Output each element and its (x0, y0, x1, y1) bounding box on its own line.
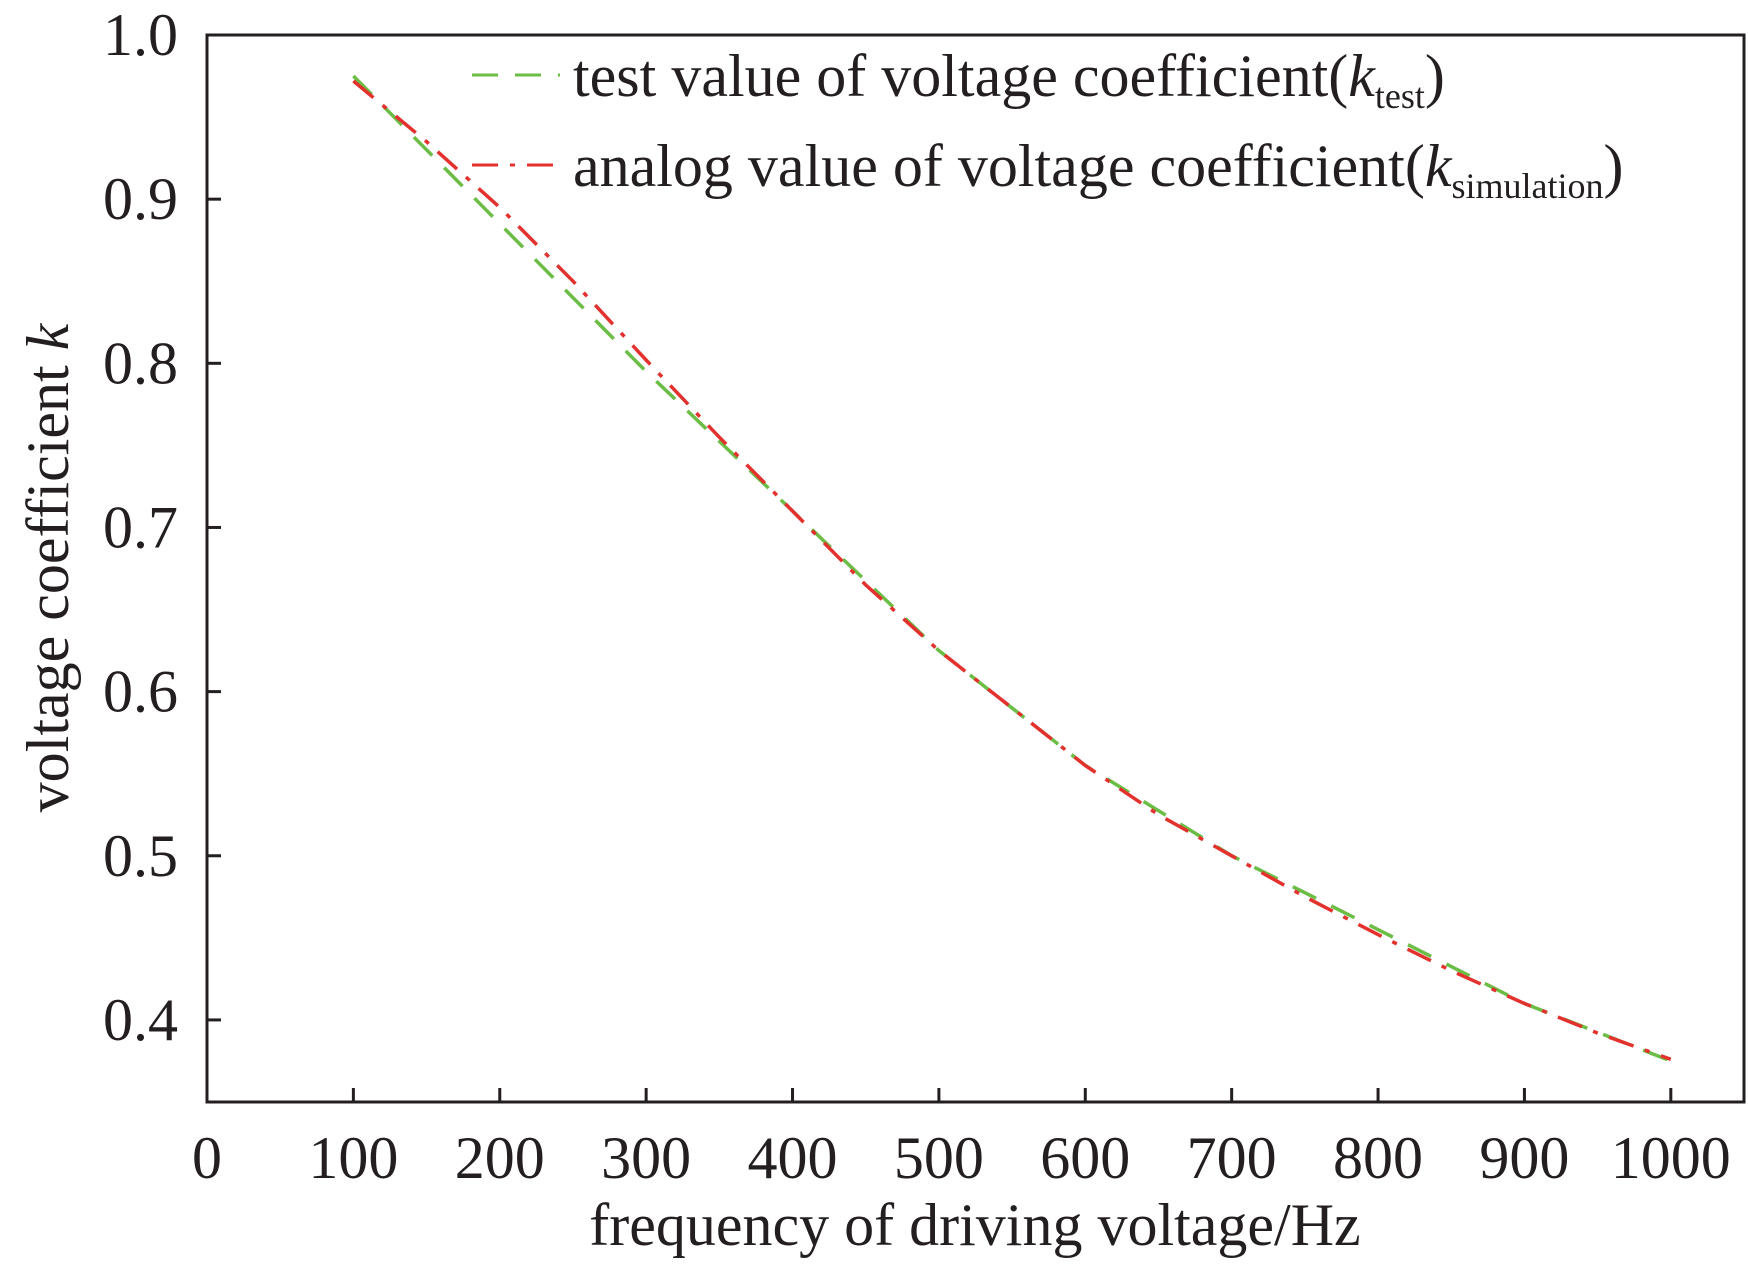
x-tick-label: 100 (308, 1125, 398, 1191)
y-tick-label: 0.6 (103, 659, 178, 725)
x-tick-label: 800 (1333, 1125, 1423, 1191)
y-tick-label: 0.9 (103, 166, 178, 232)
y-tick-label: 0.4 (103, 987, 178, 1053)
series-line-test (352, 74, 1672, 1063)
y-tick-label: 1.0 (103, 2, 178, 68)
x-axis: 0 100 200 300 400 500 600 700 800 900 1000 (192, 1088, 1731, 1191)
x-tick-label: 500 (894, 1125, 984, 1191)
series-line-simulation (352, 79, 1672, 1061)
x-tick-label: 200 (455, 1125, 545, 1191)
x-tick-label: 300 (601, 1125, 691, 1191)
x-tick-label: 1000 (1611, 1125, 1731, 1191)
y-tick-label: 0.8 (103, 330, 178, 396)
y-axis-label-text: voltage coefficient (15, 350, 81, 812)
x-axis-label: frequency of driving voltage/Hz (589, 1192, 1360, 1258)
y-tick-label: 0.5 (103, 823, 178, 889)
x-tick-label: 700 (1187, 1125, 1277, 1191)
series-layer (352, 74, 1672, 1063)
x-tick-label: 900 (1479, 1125, 1569, 1191)
x-tick-label: 400 (748, 1125, 838, 1191)
y-axis: 0.4 0.5 0.6 0.7 0.8 0.9 1.0 (103, 2, 221, 1053)
legend-label-test: test value of voltage coefficient(ktest) (573, 43, 1445, 116)
y-tick-label: 0.7 (103, 494, 178, 560)
x-tick-label: 0 (192, 1125, 222, 1191)
plot-frame (205, 33, 1746, 1104)
legend-label-simulation: analog value of voltage coefficient(ksim… (573, 133, 1623, 206)
legend: test value of voltage coefficient(ktest)… (472, 43, 1623, 206)
y-axis-label: voltage coefficient k (15, 322, 81, 812)
y-axis-label-var: k (15, 322, 81, 350)
x-tick-label: 600 (1040, 1125, 1130, 1191)
